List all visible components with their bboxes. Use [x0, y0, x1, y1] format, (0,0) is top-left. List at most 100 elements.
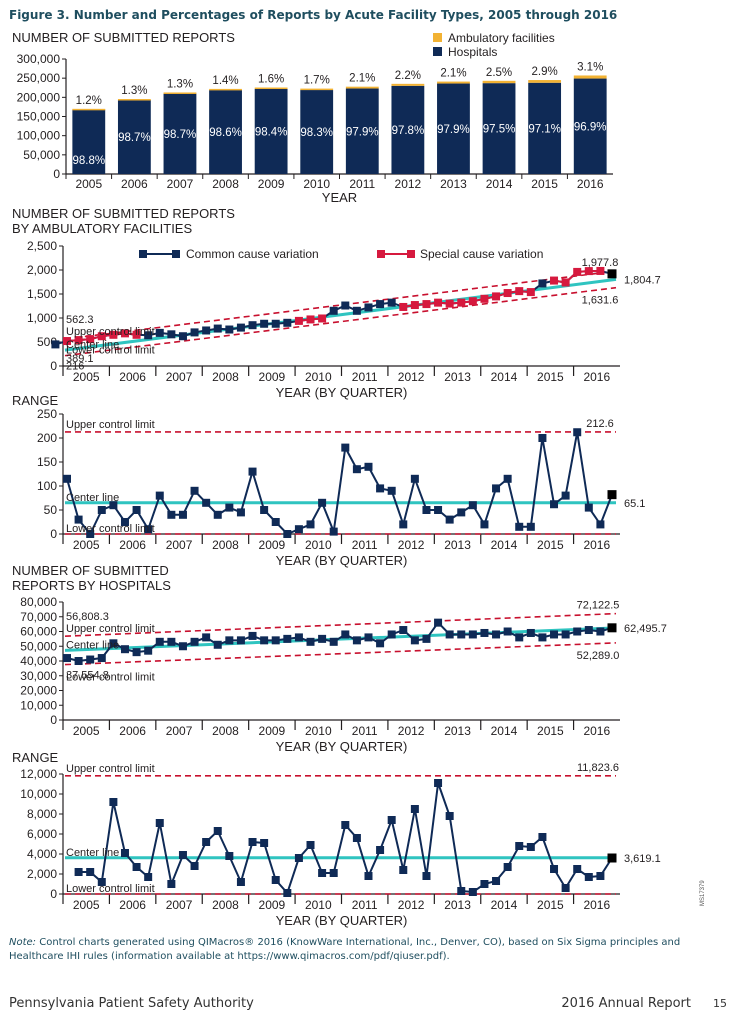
hosp-point [190, 637, 199, 646]
ambr-x-tick-label: 2008 [212, 538, 239, 552]
ambr-lcl-text: Lower control limit [66, 523, 155, 535]
ambr-point [607, 490, 617, 500]
ambr-point [538, 434, 547, 442]
hospr-point [329, 869, 338, 877]
ambr-point [399, 520, 408, 529]
amb-x-tick-label: 2009 [259, 370, 286, 384]
amb-point [480, 294, 489, 303]
hosp-x-tick-label: 2013 [444, 724, 471, 738]
amb-point [561, 278, 570, 287]
hosp-y-tick-label: 20,000 [20, 684, 57, 698]
hosp-point [538, 633, 547, 642]
hosp-point [144, 646, 153, 655]
amb-point [318, 314, 327, 323]
hospr-point [422, 872, 431, 880]
hosp-point [584, 626, 593, 635]
hospr-point [155, 819, 164, 827]
hospr-point [480, 880, 489, 888]
hosp-point [97, 654, 106, 663]
hosp-point [526, 628, 535, 637]
hospr-point [468, 888, 477, 896]
hospr-point [584, 873, 593, 881]
hosp-point [341, 630, 350, 639]
hospr-point [410, 805, 419, 813]
ambr-point [74, 515, 83, 524]
amb-point [202, 326, 211, 335]
hospr-x-tick-label: 2015 [537, 898, 564, 912]
hosp-point [596, 627, 605, 636]
stacked-bar-ambulatory [528, 80, 562, 83]
amb-point [468, 297, 477, 306]
amb-point [387, 298, 396, 307]
hosp-point [74, 657, 83, 665]
page-number: 15 [713, 997, 727, 1010]
hospr-point [526, 843, 535, 851]
ambr-point [97, 506, 106, 514]
hosp-ucl-start: 56,808.3 [66, 611, 109, 623]
stacked-y-tick-label: 250,000 [17, 71, 61, 85]
ambr-point [225, 503, 234, 512]
ambr-center-end: 65.1 [624, 498, 645, 510]
stacked-label-ambulatory: 1.3% [167, 78, 193, 90]
hosp-point [352, 636, 361, 645]
hospr-x-tick-label: 2012 [398, 898, 425, 912]
ambr-x-label: YEAR (BY QUARTER) [276, 553, 408, 568]
ambr-point [202, 498, 211, 507]
hospr-x-tick-label: 2007 [166, 898, 193, 912]
ambr-point [109, 501, 118, 510]
ambr-point [526, 522, 535, 531]
footer-right: 2016 Annual Report [561, 996, 691, 1011]
amb-center-end: 1,804.7 [624, 274, 661, 286]
amb-point [515, 287, 524, 296]
amb-x-tick-label: 2015 [537, 370, 564, 384]
amb-legend-marker-special [407, 250, 415, 258]
hosp-point [260, 636, 269, 645]
hospr-point [74, 868, 83, 876]
hosp-x-tick-label: 2011 [352, 724, 378, 738]
hosp-x-tick-label: 2008 [212, 724, 239, 738]
stacked-x-tick-label: 2009 [258, 177, 285, 191]
hosp-center-end: 62,495.7 [624, 623, 667, 635]
hosp-upper-control-limit [64, 612, 617, 638]
hospr-point [213, 827, 222, 835]
ambr-point [329, 527, 338, 536]
hosp-x-tick-label: 2005 [73, 724, 100, 738]
hosp-y-tick-label: 50,000 [20, 639, 57, 653]
stacked-y-tick-label: 300,000 [17, 52, 61, 66]
hosp-point [294, 633, 303, 642]
hospr-ucl-text: Upper control limit [66, 763, 155, 775]
hospr-x-tick-label: 2013 [444, 898, 471, 912]
amb-legend-marker-special [377, 250, 385, 258]
stacked-bar-hospitals [163, 93, 197, 174]
stacked-label-hospitals: 97.9% [437, 124, 470, 136]
stacked-y-tick-label: 150,000 [17, 110, 61, 124]
hospr-x-tick-label: 2008 [212, 898, 239, 912]
hosp-point [155, 637, 164, 646]
stacked-x-tick-label: 2006 [121, 177, 148, 191]
hospr-point [399, 866, 408, 874]
hospr-point [167, 880, 176, 888]
hospr-point [109, 798, 118, 806]
amb-point [236, 323, 245, 332]
amb-ucl-start: 562.3 [66, 314, 94, 326]
hosp-point [318, 634, 327, 643]
amb-point [74, 336, 83, 345]
hospr-point [271, 876, 280, 884]
amb-point [283, 318, 292, 327]
hospr-point [144, 873, 153, 881]
stacked-bar-ambulatory [72, 108, 106, 111]
hospr-point [248, 838, 257, 846]
amb-point [51, 340, 60, 349]
ambr-point [468, 501, 477, 510]
stacked-label-ambulatory: 1.4% [212, 75, 238, 87]
ambr-x-tick-label: 2006 [119, 538, 146, 552]
stacked-label-hospitals: 98.7% [164, 129, 197, 141]
ambr-point [190, 486, 199, 495]
amb-point [225, 325, 234, 334]
stacked-x-tick-label: 2016 [577, 177, 604, 191]
footer-left: Pennsylvania Patient Safety Authority [9, 996, 254, 1011]
amb-x-tick-label: 2016 [583, 370, 610, 384]
stacked-bar-ambulatory [573, 75, 607, 79]
stacked-label-hospitals: 97.9% [346, 126, 379, 138]
amb-y-tick-label: 1,500 [27, 287, 57, 301]
